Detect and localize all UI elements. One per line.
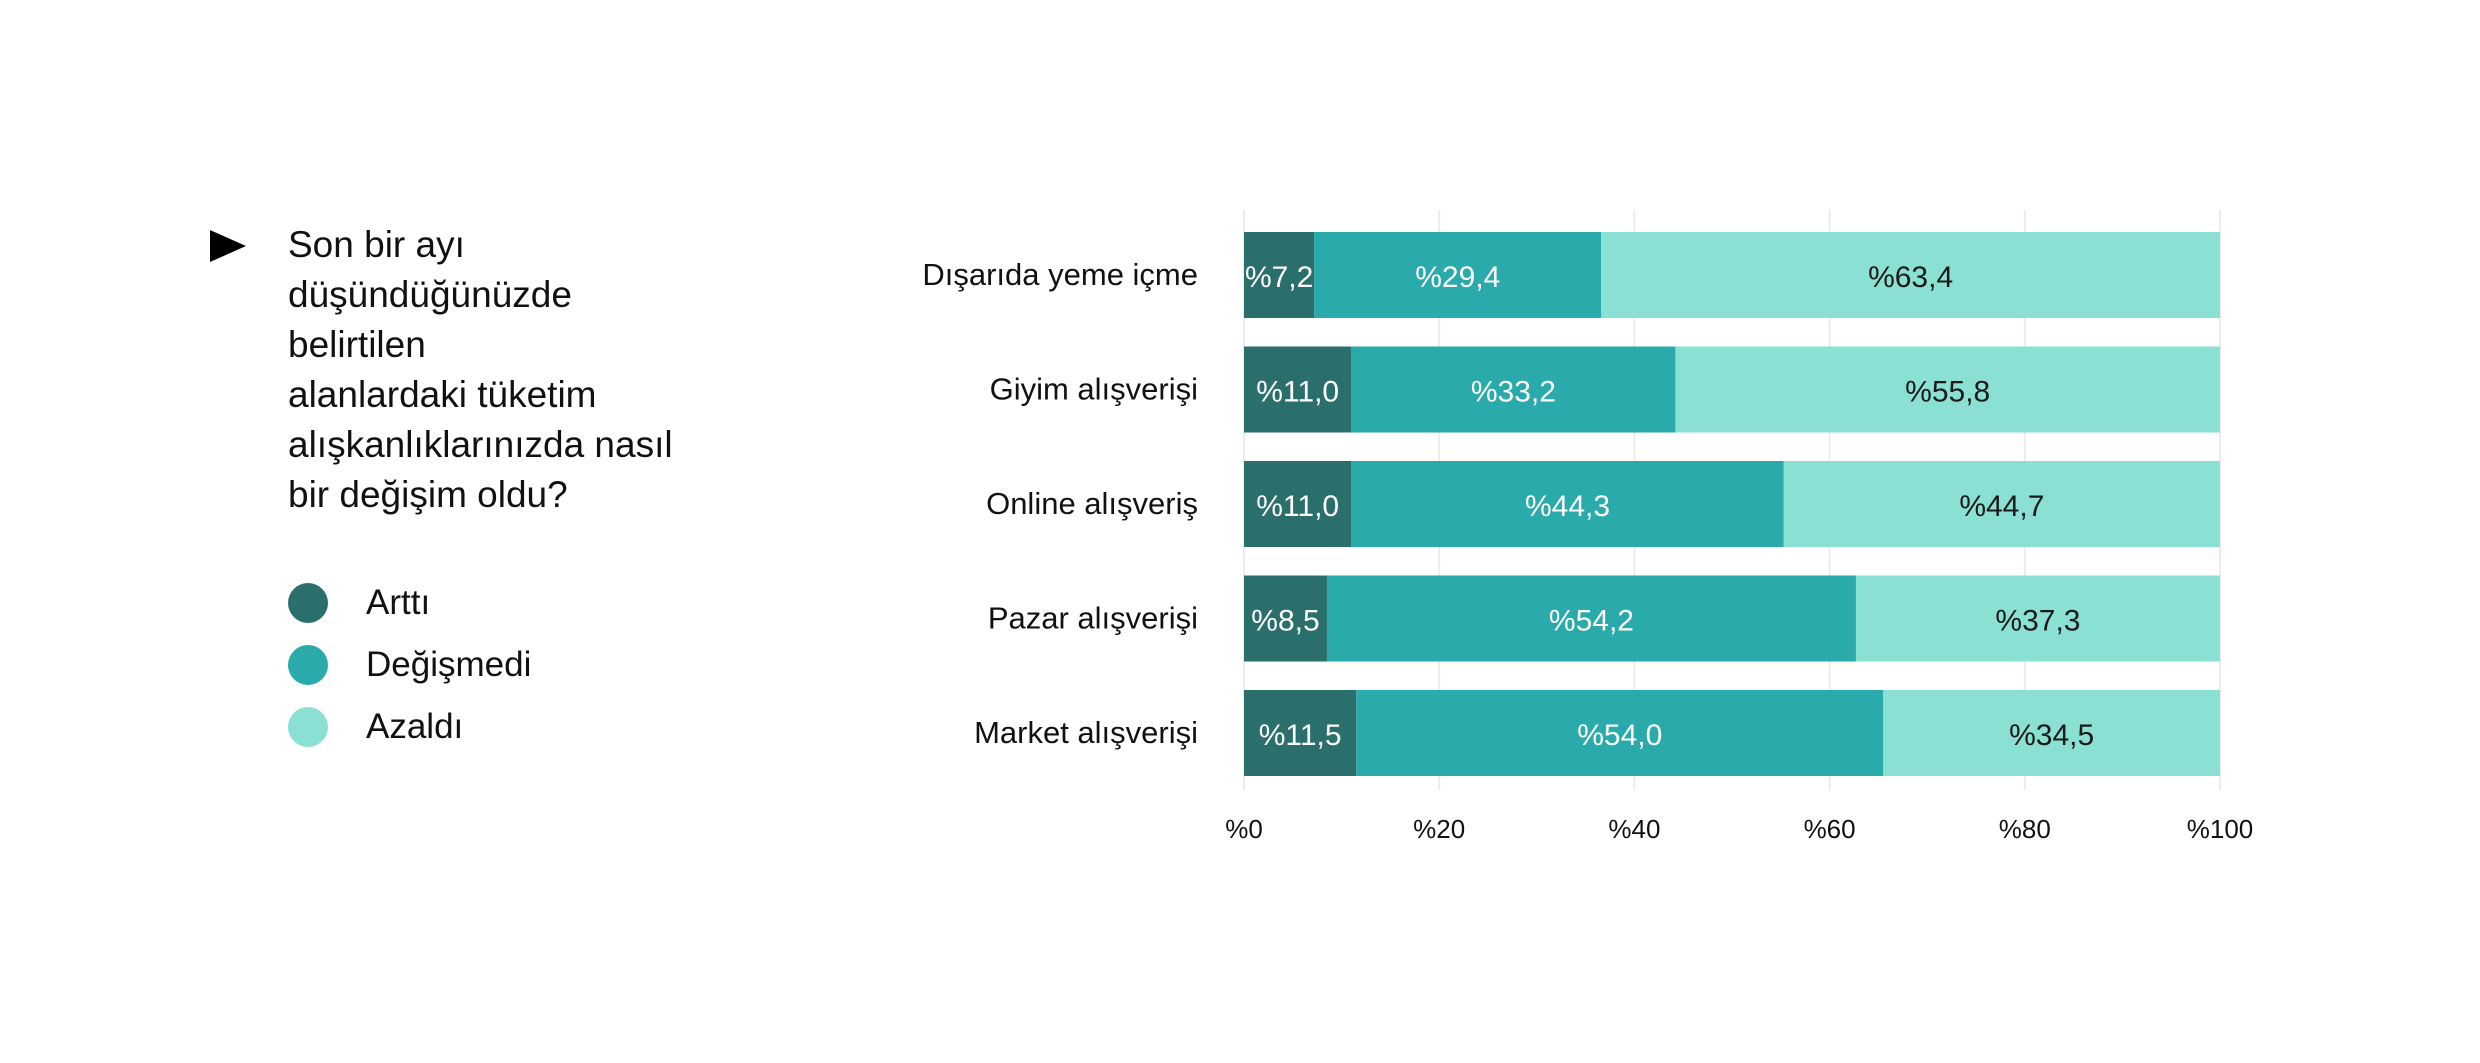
legend-swatch [288, 583, 328, 623]
data-label: %37,3 [1995, 605, 2080, 638]
bar-segment [1351, 346, 1676, 433]
bar-segment [1351, 461, 1784, 547]
legend-label: Arttı [366, 583, 431, 622]
legend-item-arttı: Arttı [288, 572, 531, 634]
category-label: Dışarıda yeme içme [922, 257, 1198, 292]
play-icon [210, 230, 246, 262]
data-label: %44,7 [1959, 490, 2044, 523]
data-label: %54,2 [1549, 605, 1634, 638]
data-label: %54,0 [1577, 719, 1662, 752]
legend-swatch [288, 645, 328, 685]
data-label: %55,8 [1905, 376, 1990, 409]
data-label: %63,4 [1868, 261, 1953, 294]
bar-segment [1783, 461, 2220, 547]
category-label: Market alışverişi [974, 715, 1198, 750]
x-tick-label: %100 [2187, 814, 2254, 844]
data-label: %11,0 [1256, 376, 1339, 409]
question-line: düşündüğünüzde [288, 274, 572, 315]
question-line: bir değişim oldu? [288, 474, 568, 515]
bar-segment [1356, 690, 1884, 776]
question-line: alanlardaki tüketim [288, 374, 597, 415]
bar-segment [1855, 575, 2220, 662]
question-line: belirtilen [288, 324, 426, 365]
x-tick-label: %40 [1608, 814, 1660, 844]
x-tick-label: %60 [1804, 814, 1856, 844]
data-label: %29,4 [1415, 261, 1500, 294]
data-label: %11,5 [1259, 719, 1342, 752]
category-label: Pazar alışverişi [988, 601, 1198, 636]
bar-segment [1675, 346, 2220, 433]
x-tick-label: %20 [1413, 814, 1465, 844]
bar-segment [1326, 575, 1856, 662]
legend-label: Azaldı [366, 707, 464, 746]
data-label: %8,5 [1251, 605, 1319, 638]
data-label: %7,2 [1245, 261, 1313, 294]
bar-segment [1244, 575, 1327, 662]
bar-segment [1883, 690, 2220, 776]
bar-segment [1244, 690, 1357, 776]
bar-segment [1244, 346, 1352, 433]
bar-segment [1314, 232, 1602, 318]
legend-swatch [288, 707, 328, 747]
category-label: Giyim alışverişi [990, 372, 1198, 407]
bar-segment [1244, 232, 1315, 318]
bar-segment [1244, 461, 1352, 547]
legend: Arttı Değişmedi Azaldı [288, 572, 531, 758]
legend-label: Değişmedi [366, 645, 532, 684]
question-line: alışkanlıklarınızda nasıl [288, 424, 673, 465]
legend-item-azaldı: Azaldı [288, 696, 531, 758]
question-line: Son bir ayı [288, 224, 465, 265]
data-label: %44,3 [1525, 490, 1610, 523]
x-tick-label: %0 [1225, 814, 1263, 844]
bar-segment [1601, 232, 2220, 318]
data-label: %34,5 [2009, 719, 2094, 752]
data-label: %33,2 [1471, 376, 1556, 409]
category-label: Online alışveriş [986, 486, 1198, 521]
data-label: %11,0 [1256, 490, 1339, 523]
question-title: Son bir ayı düşündüğünüzde belirtilen al… [288, 220, 788, 520]
legend-item-değişmedi: Değişmedi [288, 634, 531, 696]
x-tick-label: %80 [1999, 814, 2051, 844]
